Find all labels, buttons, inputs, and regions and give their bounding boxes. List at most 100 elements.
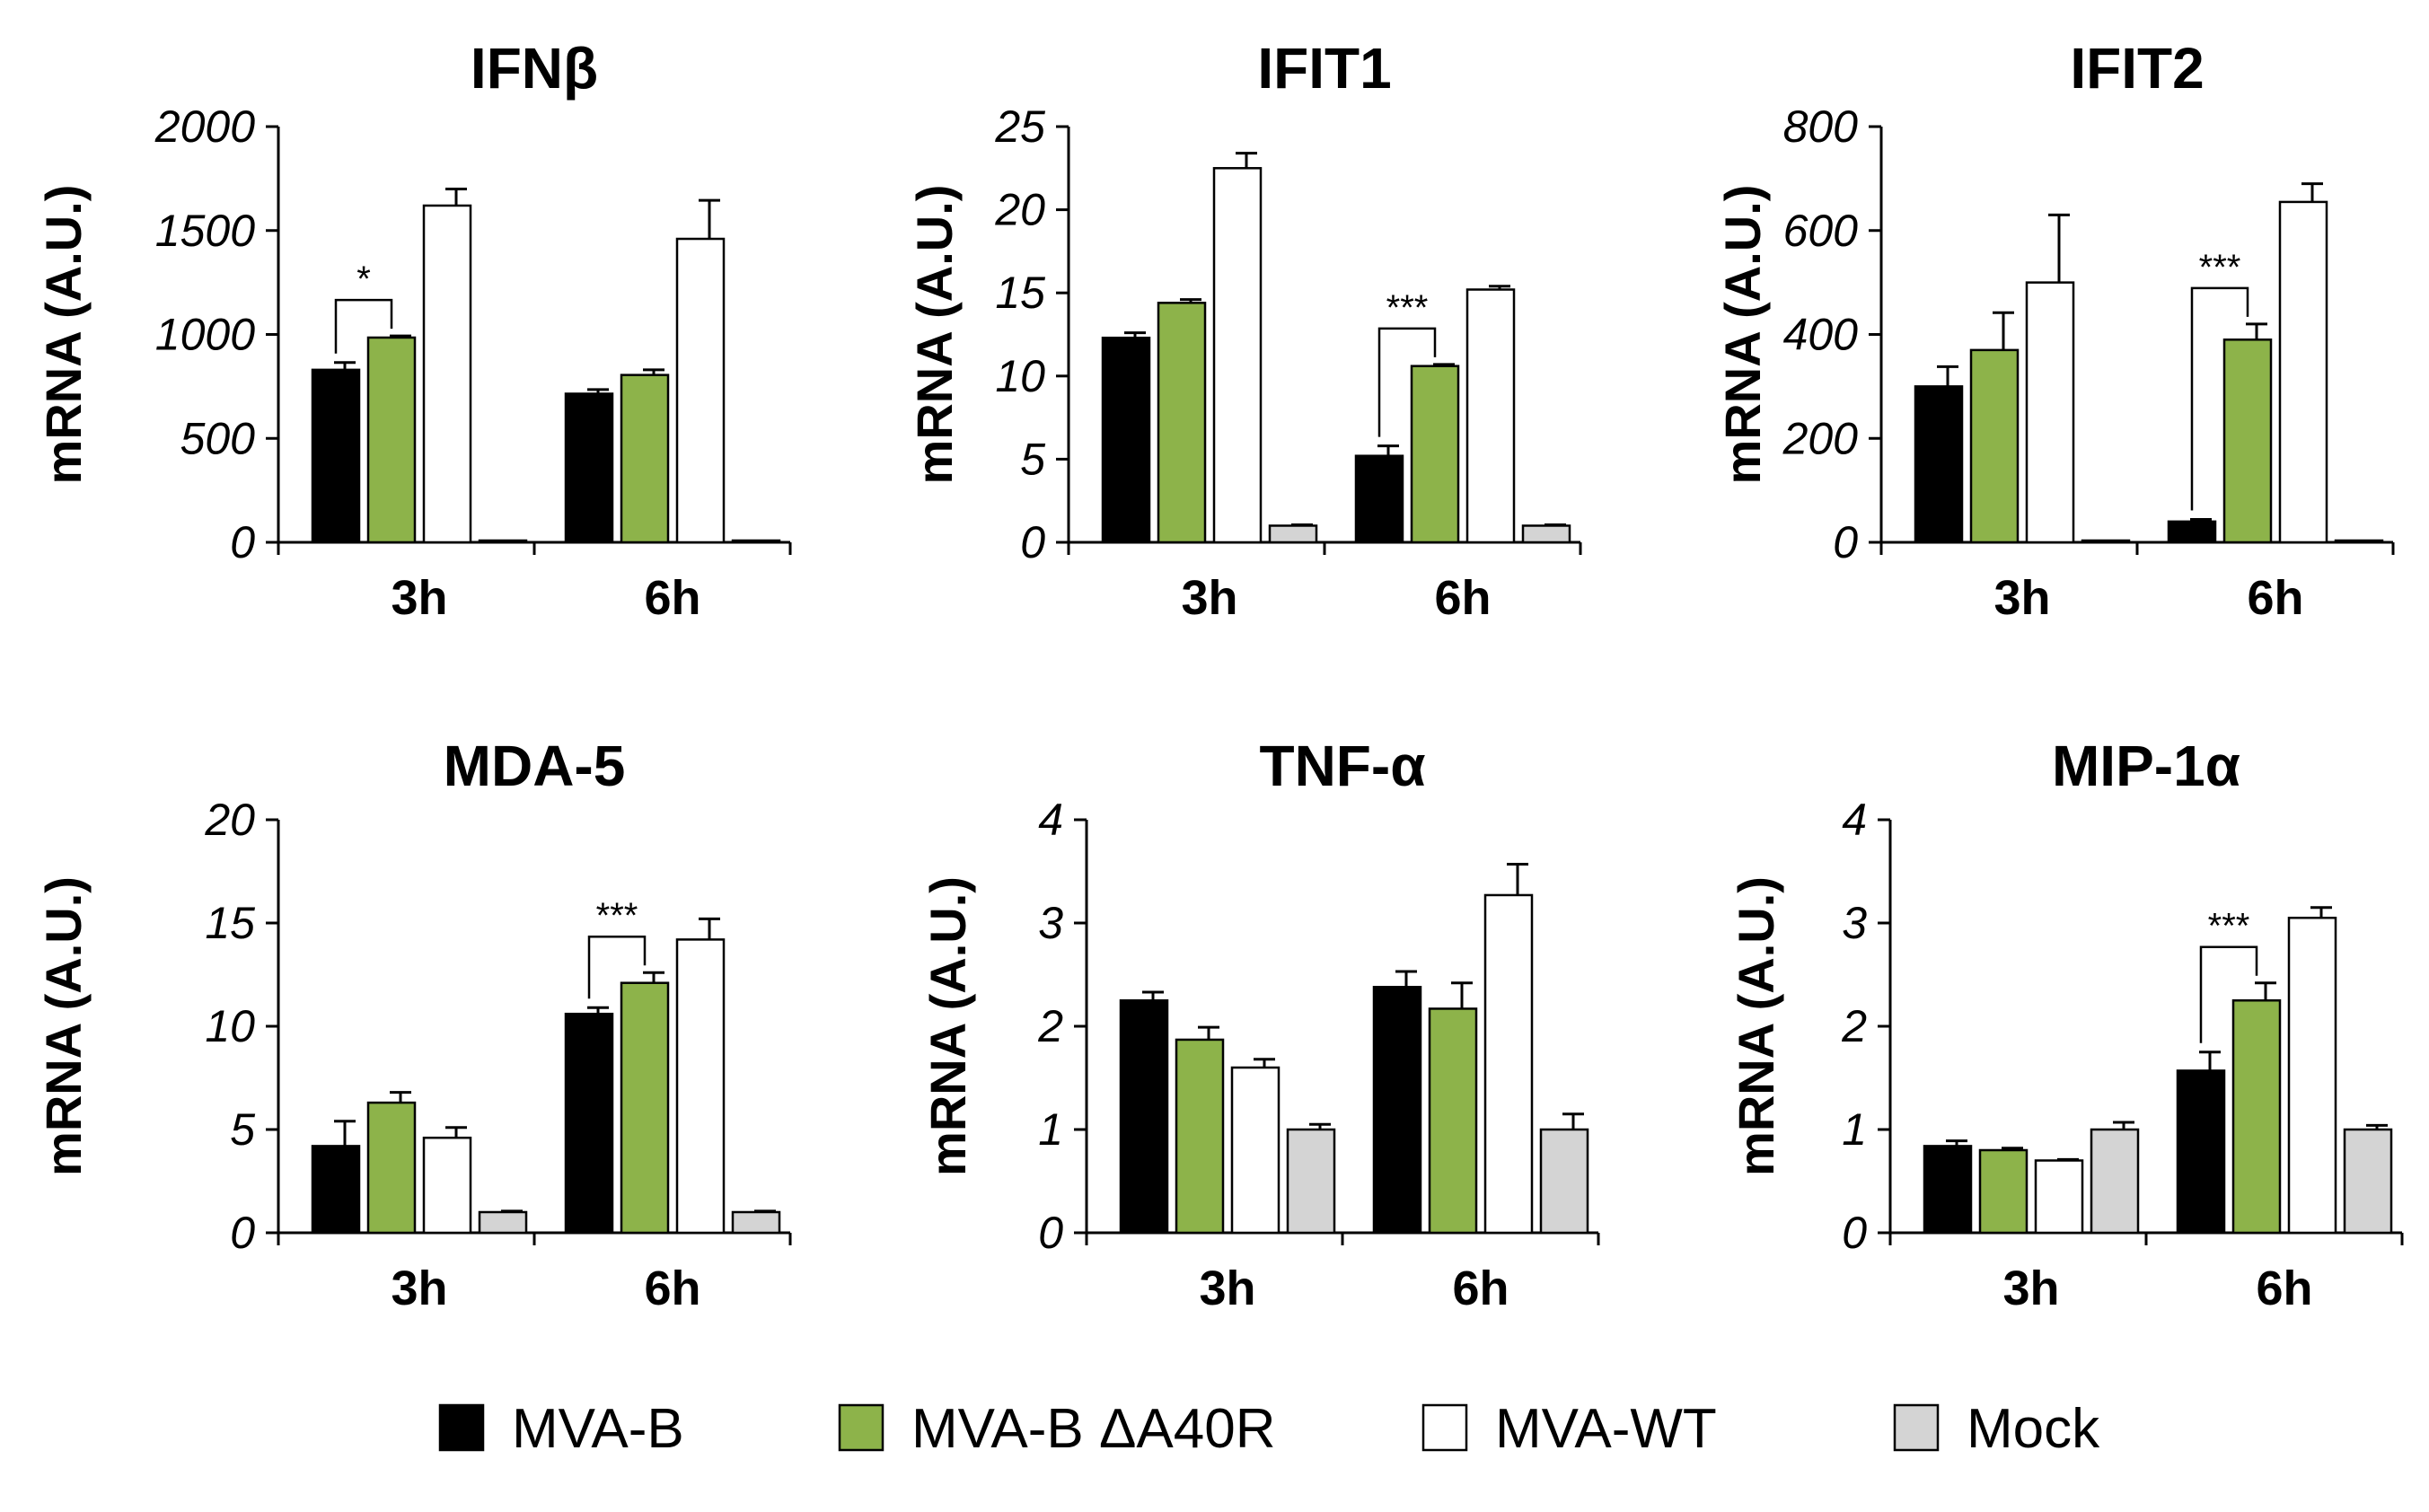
chart-title: MIP-1α xyxy=(2052,734,2240,798)
y-tick-label: 5 xyxy=(1020,434,1045,484)
y-tick-label: 0 xyxy=(1038,1208,1063,1258)
bar-mva-b-3h xyxy=(311,1145,361,1235)
y-axis-label: mRNA (A.U.) xyxy=(35,876,92,1176)
y-tick-label: 2 xyxy=(1037,1001,1063,1051)
chart-title: MDA-5 xyxy=(444,734,626,798)
significance-label: *** xyxy=(596,896,638,936)
bar-mva-b-a40r-6h xyxy=(620,981,670,1235)
x-tick-label: 6h xyxy=(2256,1261,2312,1315)
bar-mock-3h xyxy=(1286,1128,1336,1235)
significance-bracket xyxy=(2190,286,2249,511)
y-tick-label: 200 xyxy=(1782,413,1859,463)
chart-title: IFIT1 xyxy=(1257,36,1391,101)
y-tick-label: 1 xyxy=(1842,1104,1867,1155)
bar-mva-b-a40r-6h xyxy=(2231,999,2282,1235)
bar-mva-b-a40r-3h xyxy=(1175,1038,1225,1235)
bar-mva-wt-3h xyxy=(1212,167,1263,544)
x-tick-label: 6h xyxy=(644,1261,700,1315)
bar-mva-b-6h xyxy=(2167,520,2217,544)
bar-mock-3h xyxy=(478,539,528,544)
y-tick-label: 600 xyxy=(1783,206,1859,256)
legend-label: Mock xyxy=(1967,1398,2100,1460)
y-axis-label: mRNA (A.U.) xyxy=(906,185,963,485)
y-tick-label: 1500 xyxy=(155,206,255,256)
y-tick-label: 400 xyxy=(1783,310,1859,360)
chart-title: TNF-α xyxy=(1259,734,1425,798)
bar-mva-wt-6h xyxy=(2278,200,2328,544)
bar-mva-b-a40r-3h xyxy=(1978,1148,2029,1235)
legend-swatch-2 xyxy=(838,1403,884,1452)
y-tick-label: 1000 xyxy=(155,310,255,360)
bar-mva-b-a40r-6h xyxy=(2222,338,2273,544)
bar-mock-3h xyxy=(2081,539,2131,544)
y-tick-label: 0 xyxy=(230,1208,255,1258)
y-axis-label: mRNA (A.U.) xyxy=(920,876,976,1176)
bar-mva-b-3h xyxy=(311,368,361,544)
x-tick-label: 3h xyxy=(2002,1261,2059,1315)
bar-mock-3h xyxy=(478,1210,528,1235)
legend-swatch-3 xyxy=(1421,1403,1468,1452)
bar-mock-3h xyxy=(1268,524,1318,544)
bar-mva-wt-6h xyxy=(2287,917,2337,1235)
legend: MVA-B MVA-B ΔA40R MVA-WT Mock xyxy=(438,1398,2100,1460)
bar-mva-b-6h xyxy=(564,1012,614,1235)
bar-mva-wt-3h xyxy=(2025,281,2075,544)
bar-mock-6h xyxy=(2343,1128,2393,1235)
bar-mva-b-3h xyxy=(1914,385,1964,544)
y-axis-label: mRNA (A.U.) xyxy=(1728,876,1784,1176)
x-tick-label: 3h xyxy=(391,571,447,625)
significance-label: *** xyxy=(1386,288,1429,328)
bar-mva-b-a40r-6h xyxy=(1410,365,1460,544)
significance-label: *** xyxy=(2199,248,2241,287)
chart-title: IFNβ xyxy=(471,36,598,101)
y-tick-label: 4 xyxy=(1038,795,1063,845)
bar-mva-b-3h xyxy=(1119,999,1169,1235)
bar-mock-6h xyxy=(731,1210,781,1235)
y-tick-label: 2000 xyxy=(154,101,255,152)
bar-mva-b-a40r-3h xyxy=(366,336,417,544)
bar-mock-6h xyxy=(2334,539,2384,544)
bar-mva-wt-6h xyxy=(1483,893,1534,1235)
y-tick-label: 20 xyxy=(994,185,1045,235)
y-tick-label: 5 xyxy=(230,1104,255,1155)
y-tick-label: 10 xyxy=(995,351,1045,401)
y-axis-label: mRNA (A.U.) xyxy=(1714,185,1771,485)
chart-panel-2: IFIT1 mRNA (A.U.) 0 5 10 15 20 25 3h 6h *** xyxy=(906,36,1582,625)
y-tick-label: 0 xyxy=(1833,517,1858,567)
x-tick-label: 3h xyxy=(1993,571,2050,625)
bar-mva-wt-6h xyxy=(1465,288,1516,544)
y-tick-label: 1 xyxy=(1038,1104,1063,1155)
y-tick-label: 0 xyxy=(230,517,255,567)
bar-mva-b-a40r-3h xyxy=(1969,348,2020,544)
y-tick-label: 25 xyxy=(994,101,1045,152)
bar-mva-wt-6h xyxy=(675,237,726,544)
y-axis-label: mRNA (A.U.) xyxy=(35,185,92,485)
chart-panel-6: MIP-1α mRNA (A.U.) 0 1 2 3 4 3h 6h *** xyxy=(1728,734,2404,1315)
bar-mva-b-a40r-6h xyxy=(620,374,670,544)
x-tick-label: 6h xyxy=(644,571,700,625)
bar-mva-wt-3h xyxy=(422,1136,472,1235)
chart-panel-3: IFIT2 mRNA (A.U.) 0 200 400 600 800 3h 6h *** xyxy=(1714,36,2395,625)
bar-mva-wt-3h xyxy=(2034,1159,2084,1235)
chart-title: IFIT2 xyxy=(2070,36,2204,101)
legend-swatch-1 xyxy=(438,1403,485,1452)
bar-mva-wt-6h xyxy=(675,938,726,1235)
y-tick-label: 500 xyxy=(180,413,256,463)
x-tick-label: 3h xyxy=(1181,571,1237,625)
y-tick-label: 3 xyxy=(1842,898,1867,948)
chart-panel-5: TNF-α mRNA (A.U.) 0 1 2 3 4 3h 6h xyxy=(920,734,1600,1315)
y-tick-label: 10 xyxy=(205,1001,255,1051)
bar-mva-b-a40r-3h xyxy=(366,1101,417,1235)
bar-mock-6h xyxy=(731,539,781,544)
x-tick-label: 6h xyxy=(2247,571,2303,625)
significance-label: * xyxy=(356,259,371,299)
legend-label: MVA-B xyxy=(512,1398,684,1460)
x-tick-label: 6h xyxy=(1452,1261,1509,1315)
y-tick-label: 3 xyxy=(1038,898,1063,948)
bar-mock-3h xyxy=(2090,1128,2140,1235)
bar-mock-6h xyxy=(1521,524,1571,544)
y-tick-label: 15 xyxy=(995,268,1045,318)
x-tick-label: 3h xyxy=(1199,1261,1255,1315)
significance-bracket xyxy=(2199,945,2258,1043)
